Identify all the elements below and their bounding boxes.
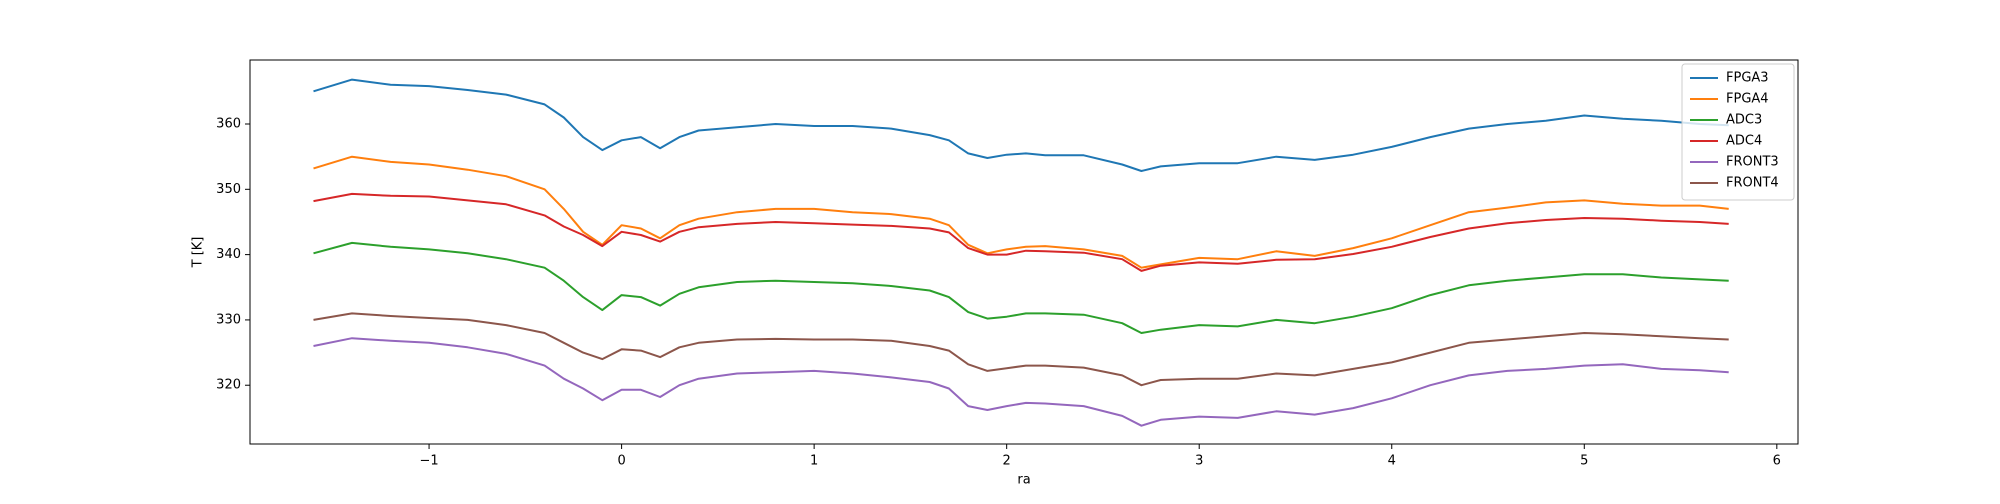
series-line [313,155,1729,269]
y-tick-label: 330 [216,312,241,327]
legend-label: FPGA3 [1726,71,1769,86]
y-tick-label: 320 [216,378,241,393]
legend-label: ADC3 [1726,113,1762,128]
series-line [313,312,1729,387]
x-tick-label: 0 [617,454,625,469]
x-tick-label: 5 [1580,454,1588,469]
series-line [313,192,1729,272]
series-line [313,241,1729,334]
legend-label: FPGA4 [1726,92,1769,107]
series-line [313,337,1729,427]
x-tick-label: 4 [1388,454,1396,469]
plot-frame [249,59,1799,445]
x-tick-label: −1 [419,454,438,469]
x-tick-label: 1 [810,454,818,469]
legend: FPGA3 FPGA4 ADC3 ADC4 FRONT3 FRONT4 [1681,63,1795,201]
x-tick-label: 6 [1773,454,1781,469]
x-tick-label: 3 [1195,454,1203,469]
y-tick-label: 350 [216,182,241,197]
series-line [313,78,1729,172]
y-tick-label: 360 [216,117,241,132]
y-tick-label: 340 [216,247,241,262]
x-axis-label: ra [1017,473,1030,488]
y-axis-label: T [K] [191,237,206,269]
x-tick-label: 2 [1003,454,1011,469]
legend-label: ADC4 [1726,134,1762,149]
legend-label: FRONT3 [1726,155,1779,170]
legend-label: FRONT4 [1726,176,1779,191]
